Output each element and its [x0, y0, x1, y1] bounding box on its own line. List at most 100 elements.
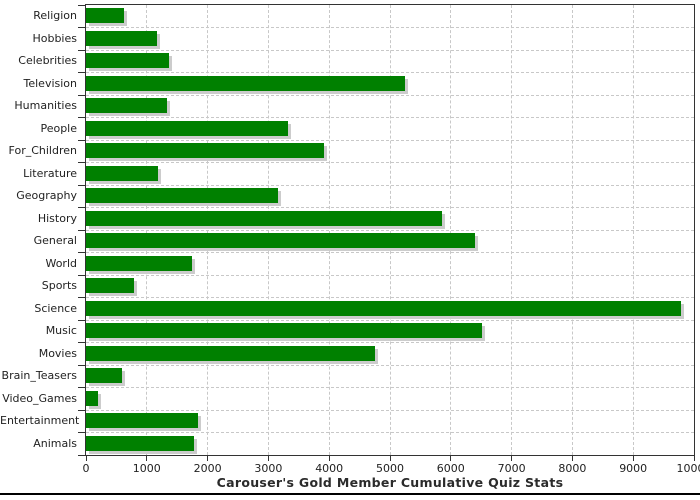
y-axis-tick [78, 27, 85, 28]
bar-brain_teasers [86, 368, 122, 383]
horizontal-gridline [86, 72, 694, 73]
x-tick-label: 1000 [132, 462, 161, 475]
bar-humanities [86, 98, 168, 113]
category-label: Sports [41, 279, 77, 293]
bar-people [86, 120, 288, 136]
category-label: History [37, 211, 77, 225]
y-axis-tick [78, 252, 85, 253]
horizontal-gridline [86, 49, 694, 51]
x-axis-tick [267, 455, 269, 461]
y-axis-tick [78, 364, 85, 366]
y-axis-tick [78, 139, 85, 141]
horizontal-gridline [86, 184, 694, 186]
horizontal-gridline [86, 364, 694, 366]
category-label: Science [34, 301, 77, 315]
category-label: Entertainment [0, 414, 80, 428]
y-axis-tick [78, 94, 85, 96]
x-tick-label: 9000 [619, 462, 648, 475]
category-label: General [33, 234, 77, 248]
bar-video_games [86, 390, 99, 406]
x-axis-tick [146, 455, 148, 461]
bar-entertainment [86, 413, 198, 428]
bar-geography [86, 188, 279, 203]
y-axis-tick [78, 297, 85, 298]
y-axis-tick [78, 4, 85, 6]
x-axis-tick [85, 455, 87, 461]
category-label: Geography [16, 189, 77, 203]
category-label: Television [23, 76, 78, 90]
horizontal-gridline [86, 162, 694, 163]
category-label: Humanities [14, 99, 77, 113]
bar-celebrities [86, 53, 169, 68]
x-tick-label: 10000 [676, 462, 700, 475]
bar-literature [86, 165, 159, 181]
y-axis-tick [78, 49, 85, 51]
x-axis-tick [389, 455, 391, 461]
bar-history [86, 210, 442, 226]
bar-for_children [86, 143, 325, 158]
plot-area [85, 4, 695, 456]
y-axis-tick [78, 72, 85, 73]
horizontal-gridline [86, 274, 694, 276]
horizontal-gridline [86, 94, 694, 96]
bar-science [86, 300, 681, 316]
bar-hobbies [86, 30, 157, 46]
y-axis-tick [78, 319, 85, 321]
category-label: Music [45, 324, 77, 338]
x-tick-label: 8000 [558, 462, 587, 475]
x-axis-tick [511, 455, 513, 461]
bar-movies [86, 345, 375, 361]
horizontal-gridline [86, 297, 694, 298]
bar-music [86, 323, 483, 338]
bar-general [86, 233, 476, 248]
y-axis-tick [78, 387, 85, 388]
horizontal-gridline [86, 117, 694, 118]
y-axis-tick [78, 207, 85, 208]
y-axis-tick [78, 162, 85, 163]
bar-sports [86, 278, 135, 293]
category-label: Animals [33, 436, 77, 450]
y-axis-tick [78, 409, 85, 411]
bar-animals [86, 435, 194, 451]
category-label: Literature [23, 166, 77, 180]
category-label: For_Children [8, 144, 77, 158]
horizontal-gridline [86, 319, 694, 321]
horizontal-gridline [86, 207, 694, 208]
horizontal-gridline [86, 139, 694, 141]
x-axis-tick [328, 455, 330, 461]
x-tick-label: 2000 [193, 462, 222, 475]
horizontal-gridline [86, 387, 694, 388]
category-label: World [45, 256, 77, 270]
y-axis-tick [78, 342, 85, 343]
bar-religion [86, 8, 125, 23]
bar-television [86, 75, 406, 91]
x-axis-tick [207, 455, 209, 461]
y-axis-tick [78, 184, 85, 186]
x-axis-tick [571, 455, 573, 461]
x-tick-label: 3000 [254, 462, 283, 475]
bottom-border-line [0, 493, 700, 495]
category-label: Religion [33, 9, 77, 23]
category-label: People [40, 121, 77, 135]
bar-world [86, 255, 192, 271]
y-axis-tick [78, 117, 85, 118]
category-label: Video_Games [2, 391, 77, 405]
y-axis-tick [78, 454, 85, 456]
y-axis-tick [78, 432, 85, 433]
x-axis-tick [632, 455, 634, 461]
x-axis-tick [693, 455, 695, 461]
horizontal-gridline [86, 252, 694, 253]
x-axis-tick [450, 455, 452, 461]
chart-title: Carouser's Gold Member Cumulative Quiz S… [216, 475, 564, 490]
category-label: Hobbies [32, 31, 77, 45]
horizontal-gridline [86, 409, 694, 411]
horizontal-gridline [86, 27, 694, 28]
x-tick-label: 7000 [497, 462, 526, 475]
x-tick-label: 0 [82, 462, 90, 475]
horizontal-gridline [86, 342, 694, 343]
horizontal-gridline [86, 432, 694, 433]
x-tick-label: 6000 [436, 462, 465, 475]
y-axis-tick [78, 274, 85, 276]
category-label: Brain_Teasers [1, 369, 77, 383]
